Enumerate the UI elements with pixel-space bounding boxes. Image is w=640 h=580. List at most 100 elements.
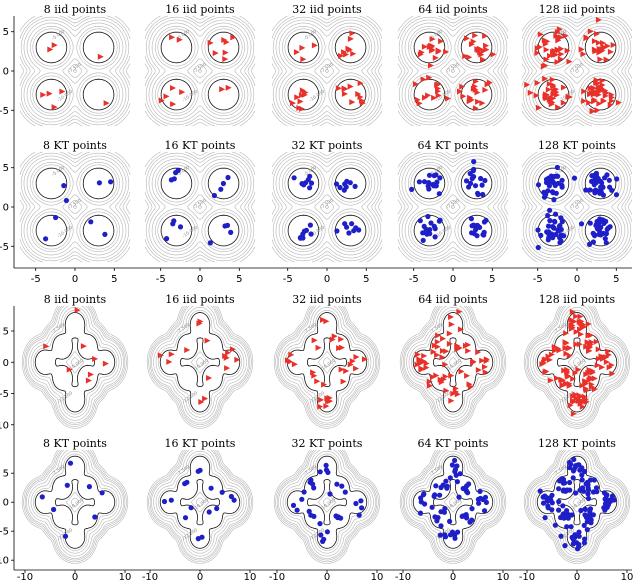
panel-title: 64 KT points xyxy=(418,437,489,450)
iid-point xyxy=(357,80,364,87)
panel-title: 8 iid points xyxy=(44,293,107,306)
y-tick-label: 5 xyxy=(3,27,9,38)
kt-point xyxy=(564,524,570,530)
iid-point xyxy=(563,350,570,357)
contour-line xyxy=(23,155,127,259)
iid-point xyxy=(456,308,463,315)
iid-point xyxy=(311,42,318,49)
contour-label: -10.000 xyxy=(192,358,210,373)
contour-label: -5.000 xyxy=(51,165,66,178)
contour-line xyxy=(23,19,127,123)
kt-point xyxy=(609,187,615,193)
kt-point xyxy=(475,223,481,229)
contour-line xyxy=(273,449,381,564)
kt-point xyxy=(547,207,553,213)
contour-line xyxy=(276,305,378,425)
iid-point xyxy=(474,89,481,96)
kt-point xyxy=(582,536,588,542)
panel-title: 32 KT points xyxy=(292,437,363,450)
contour-line xyxy=(285,309,369,415)
contour-line xyxy=(153,449,247,557)
contour-line xyxy=(148,449,252,563)
iid-point xyxy=(349,358,356,365)
iid-point xyxy=(170,101,177,108)
kt-point xyxy=(420,230,426,236)
kt-point xyxy=(558,238,564,244)
kt-point xyxy=(585,491,591,497)
contour-line xyxy=(532,307,622,418)
panel-title: 64 iid points xyxy=(418,3,488,16)
iid-point xyxy=(459,83,466,90)
contour-line xyxy=(21,305,129,429)
iid-point xyxy=(578,331,585,338)
kt-point xyxy=(584,479,591,485)
kt-point xyxy=(352,183,358,189)
iid-point xyxy=(605,348,612,355)
contour-line xyxy=(32,164,118,250)
iid-point xyxy=(314,378,321,385)
kt-point xyxy=(556,486,562,492)
kt-point xyxy=(579,472,585,478)
kt-point xyxy=(590,230,596,236)
kt-point xyxy=(431,173,437,179)
kt-point xyxy=(433,483,439,489)
kt-point xyxy=(356,512,362,518)
iid-point xyxy=(414,351,421,358)
contour-line xyxy=(33,453,117,551)
iid-point xyxy=(206,375,213,382)
iid-point xyxy=(454,342,461,349)
kt-point xyxy=(294,507,300,513)
contour-line xyxy=(413,167,493,247)
contour-line xyxy=(271,151,383,263)
contour-line xyxy=(158,453,242,551)
iid-point xyxy=(414,361,421,368)
kt-point xyxy=(545,223,552,229)
kt-point xyxy=(578,507,584,514)
panel-title: 8 KT points xyxy=(43,437,107,450)
iid-point xyxy=(311,372,318,379)
kt-point xyxy=(346,230,352,236)
panel-title: 128 KT points xyxy=(538,437,616,450)
kt-point xyxy=(449,529,456,535)
iid-point xyxy=(349,99,356,106)
kt-point xyxy=(43,236,49,242)
iid-point xyxy=(545,86,552,93)
kt-point xyxy=(560,488,566,494)
contour-line xyxy=(408,162,498,252)
kt-point xyxy=(447,518,453,525)
kt-point xyxy=(222,223,228,229)
contour-line xyxy=(397,15,509,127)
contour-line xyxy=(530,449,624,557)
iid-point xyxy=(593,90,600,97)
contour-line xyxy=(525,305,629,427)
contour-line xyxy=(287,31,367,111)
iid-point xyxy=(219,86,226,93)
contour-line xyxy=(404,158,502,256)
iid-point xyxy=(347,35,354,42)
kt-point xyxy=(310,481,316,487)
kt-point xyxy=(614,176,620,182)
iid-point xyxy=(434,343,441,350)
iid-point xyxy=(490,51,497,58)
iid-point xyxy=(482,32,489,39)
iid-point xyxy=(524,81,531,88)
iid-point xyxy=(553,92,560,99)
iid-point xyxy=(610,41,617,48)
x-tick-label: 5 xyxy=(111,274,117,285)
contour-line xyxy=(146,305,254,429)
x-tick-label: 0 xyxy=(324,572,330,580)
kt-point xyxy=(39,494,45,500)
iid-point xyxy=(578,46,585,53)
iid-point xyxy=(542,356,549,363)
iid-point xyxy=(341,90,348,97)
iid-point xyxy=(429,47,436,54)
iid-point xyxy=(607,48,614,55)
kt-point xyxy=(586,241,593,247)
kt-point xyxy=(474,233,480,239)
iid-point xyxy=(47,46,54,53)
contour-line xyxy=(30,26,120,116)
iid-point xyxy=(336,345,343,352)
iid-point xyxy=(443,348,450,355)
kt-point xyxy=(551,218,558,224)
iid-point xyxy=(527,89,534,96)
